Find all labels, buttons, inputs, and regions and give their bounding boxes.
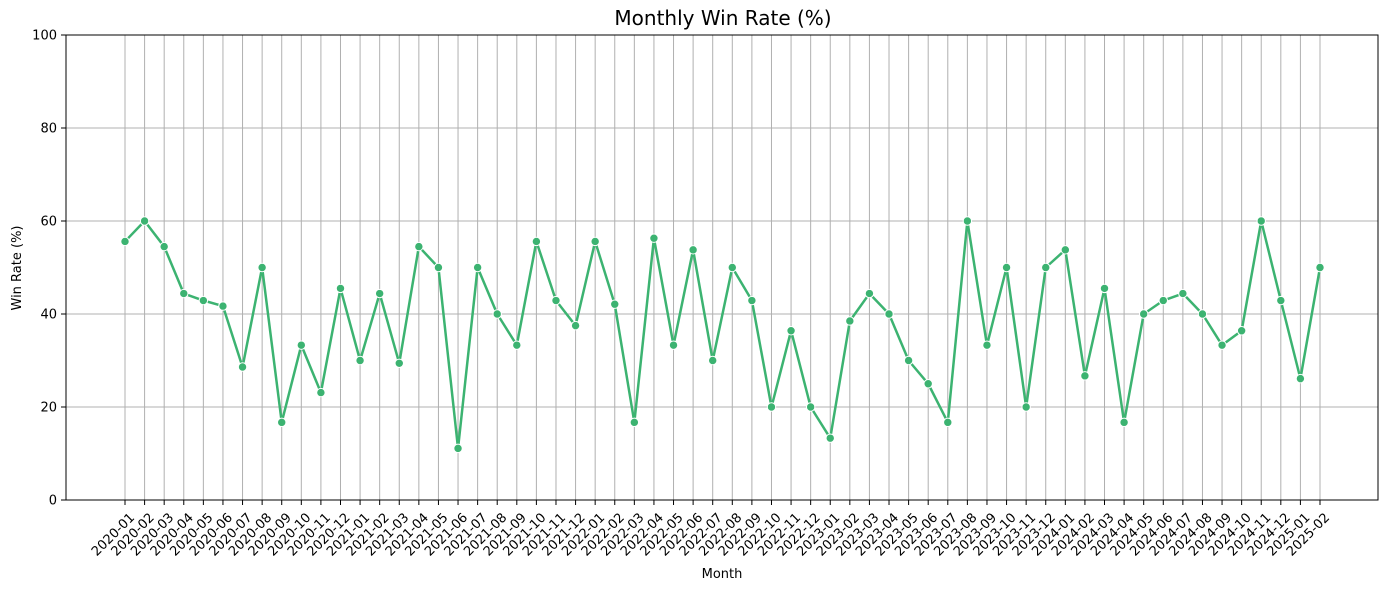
data-point: [610, 299, 620, 309]
data-point: [786, 326, 796, 336]
data-point: [179, 288, 189, 299]
y-tick-label: 80: [40, 122, 57, 137]
data-point: [688, 245, 698, 255]
data-point: [1138, 309, 1149, 319]
data-point: [708, 355, 718, 366]
data-point: [1041, 262, 1051, 273]
data-point: [629, 417, 640, 428]
data-point: [1021, 402, 1031, 412]
x-axis-label: Month: [702, 567, 743, 582]
data-point: [1158, 295, 1168, 306]
data-point: [296, 340, 307, 350]
data-point: [825, 433, 835, 443]
data-point: [120, 236, 130, 247]
data-point: [1060, 245, 1071, 255]
y-tick-label: 60: [40, 215, 57, 230]
data-point: [668, 340, 679, 350]
data-point: [198, 295, 209, 306]
data-point: [512, 340, 522, 350]
data-point: [570, 320, 581, 331]
data-point: [903, 355, 914, 366]
data-point: [453, 443, 463, 454]
series-points: [120, 216, 1325, 454]
data-point: [649, 233, 659, 243]
data-point: [923, 379, 933, 389]
data-point: [257, 262, 267, 273]
data-point: [316, 387, 326, 398]
y-axis-ticks: 0 20 40 60 80 100: [32, 29, 66, 509]
data-point: [1217, 340, 1227, 350]
data-point: [159, 241, 169, 252]
data-point: [766, 402, 777, 412]
data-point: [277, 417, 287, 428]
data-point: [1001, 262, 1012, 273]
data-point: [590, 236, 600, 247]
data-point: [1119, 417, 1129, 428]
plot-frame: [65, 34, 1379, 501]
data-point: [1276, 295, 1286, 306]
data-point: [1256, 216, 1266, 226]
y-axis-label: Win Rate (%): [10, 226, 25, 311]
data-point: [492, 309, 502, 319]
grid-lines: [66, 34, 1378, 501]
y-tick-label: 20: [40, 401, 57, 416]
data-point: [845, 316, 855, 326]
data-point: [394, 358, 404, 368]
data-point: [943, 417, 953, 428]
data-point: [884, 309, 894, 319]
data-point: [551, 295, 561, 306]
data-point: [472, 262, 483, 273]
data-point: [355, 355, 365, 366]
data-point: [1197, 309, 1208, 319]
data-point: [982, 340, 992, 350]
y-tick-label: 40: [40, 308, 57, 323]
data-point: [1295, 373, 1306, 384]
data-point: [727, 262, 737, 273]
data-point: [237, 362, 248, 372]
data-point: [433, 262, 444, 273]
data-point: [747, 295, 757, 306]
data-point: [805, 402, 816, 412]
data-point: [1080, 371, 1090, 381]
data-point: [1099, 283, 1110, 294]
y-tick-label: 100: [32, 29, 57, 44]
data-point: [1236, 326, 1247, 336]
data-point: [962, 216, 973, 226]
data-point: [218, 301, 228, 311]
data-point: [531, 236, 542, 247]
data-point: [1178, 288, 1188, 299]
y-tick-label: 0: [49, 494, 57, 509]
data-point: [1315, 262, 1325, 273]
chart-title: Monthly Win Rate (%): [614, 6, 831, 30]
series-line: [124, 219, 1322, 450]
data-point: [374, 288, 385, 299]
data-point: [864, 288, 875, 299]
data-point: [414, 241, 424, 252]
data-point: [335, 283, 346, 294]
x-axis-ticks: 2020-012020-022020-032020-042020-052020-…: [89, 500, 1333, 559]
data-point: [139, 216, 150, 226]
